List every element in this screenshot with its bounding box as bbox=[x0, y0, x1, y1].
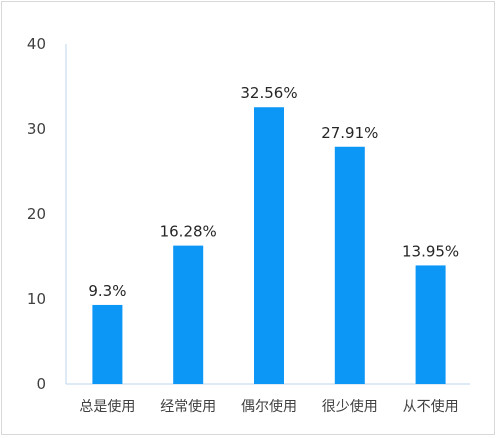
data-label: 16.28% bbox=[160, 223, 217, 241]
category-label: 从不使用 bbox=[403, 398, 459, 415]
bars bbox=[92, 107, 446, 385]
data-label: 27.91% bbox=[321, 124, 378, 142]
data-label: 32.56% bbox=[240, 84, 297, 102]
y-tick-label: 30 bbox=[27, 120, 46, 138]
category-labels: 总是使用 经常使用 偶尔使用 很少使用 从不使用 bbox=[79, 398, 458, 415]
y-tick-label: 0 bbox=[36, 375, 46, 393]
data-label: 13.95% bbox=[402, 242, 459, 260]
y-axis-ticks: 0 10 20 30 40 bbox=[27, 35, 46, 393]
y-tick-label: 10 bbox=[27, 290, 46, 308]
data-labels: 9.3% 16.28% 32.56% 27.91% 13.95% bbox=[88, 84, 459, 300]
y-tick-label: 20 bbox=[27, 205, 46, 223]
bar bbox=[334, 146, 365, 384]
data-label: 9.3% bbox=[88, 282, 126, 300]
category-label: 偶尔使用 bbox=[241, 398, 297, 415]
category-label: 很少使用 bbox=[322, 398, 378, 415]
category-label: 总是使用 bbox=[79, 398, 135, 415]
bar bbox=[415, 265, 446, 384]
category-label: 经常使用 bbox=[160, 398, 216, 415]
bar bbox=[254, 107, 284, 385]
y-tick-label: 40 bbox=[27, 35, 46, 53]
bar bbox=[173, 245, 204, 384]
bar bbox=[92, 304, 123, 384]
